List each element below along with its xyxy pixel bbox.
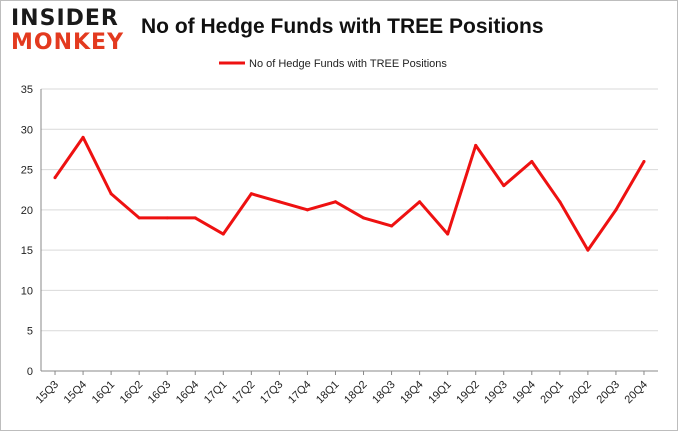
- x-tick-label-16Q4: 16Q4: [174, 379, 202, 407]
- y-tick-label-20: 20: [21, 205, 33, 217]
- x-tick-label-15Q3: 15Q3: [34, 379, 62, 407]
- data-point-17Q1: [221, 232, 225, 236]
- x-tick-label-19Q3: 19Q3: [482, 379, 510, 407]
- data-point-17Q2: [249, 192, 253, 196]
- series-line-0: [53, 135, 646, 252]
- x-tick-label-17Q3: 17Q3: [258, 379, 286, 407]
- x-tick-label-17Q1: 17Q1: [202, 379, 230, 407]
- series-layer: [53, 135, 646, 252]
- logo-line-2: MONKEY: [11, 30, 125, 55]
- x-tick-label-17Q4: 17Q4: [286, 379, 314, 407]
- x-tick-labels: 15Q3 15Q4 16Q1 16Q2 16Q3 16Q4 17Q1 17Q2 17Q3 17Q4…: [34, 379, 650, 407]
- y-tick-label-25: 25: [21, 165, 33, 177]
- data-point-19Q2: [474, 143, 478, 147]
- logo-line-1: INSIDER: [11, 6, 119, 31]
- y-tick-label-30: 30: [21, 124, 33, 136]
- x-tick-label-16Q1: 16Q1: [90, 379, 118, 407]
- data-point-16Q2: [137, 216, 141, 220]
- x-tick-label-20Q1: 20Q1: [538, 379, 566, 407]
- data-point-18Q4: [418, 200, 422, 204]
- data-point-19Q3: [502, 184, 506, 188]
- x-tick-label-16Q3: 16Q3: [146, 379, 174, 407]
- x-tick-label-17Q2: 17Q2: [230, 379, 258, 407]
- y-tick-label-5: 5: [27, 326, 33, 338]
- x-tick-label-18Q3: 18Q3: [370, 379, 398, 407]
- data-point-20Q4: [642, 160, 646, 164]
- y-tick-labels: 0 5 10 15 20 25 30 35: [21, 84, 33, 378]
- data-point-18Q2: [362, 216, 366, 220]
- data-point-20Q2: [586, 248, 590, 252]
- data-point-16Q4: [193, 216, 197, 220]
- data-point-20Q1: [558, 200, 562, 204]
- data-point-19Q4: [530, 160, 534, 164]
- data-point-18Q3: [390, 224, 394, 228]
- y-tick-label-0: 0: [27, 366, 33, 378]
- data-point-17Q4: [305, 208, 309, 212]
- x-tick-label-19Q4: 19Q4: [510, 379, 538, 407]
- y-tick-label-10: 10: [21, 285, 33, 297]
- data-point-15Q4: [81, 135, 85, 139]
- data-point-20Q3: [614, 208, 618, 212]
- x-tick-label-15Q4: 15Q4: [62, 379, 90, 407]
- axes: [40, 89, 658, 375]
- data-point-18Q1: [333, 200, 337, 204]
- x-tick-label-18Q1: 18Q1: [314, 379, 342, 407]
- legend: No of Hedge Funds with TREE Positions: [219, 58, 447, 70]
- data-point-17Q3: [277, 200, 281, 204]
- x-tick-label-20Q3: 20Q3: [595, 379, 623, 407]
- x-tick-label-19Q1: 19Q1: [426, 379, 454, 407]
- y-tick-label-15: 15: [21, 245, 33, 257]
- data-point-19Q1: [446, 232, 450, 236]
- x-tick-label-16Q2: 16Q2: [118, 379, 146, 407]
- x-tick-label-18Q2: 18Q2: [342, 379, 370, 407]
- x-tick-label-18Q4: 18Q4: [398, 379, 426, 407]
- chart-title: No of Hedge Funds with TREE Positions: [141, 15, 544, 38]
- insider-monkey-logo: INSIDER MONKEY: [11, 7, 129, 55]
- y-tick-label-35: 35: [21, 84, 33, 96]
- x-tick-label-20Q4: 20Q4: [623, 379, 651, 407]
- legend-label: No of Hedge Funds with TREE Positions: [249, 58, 447, 70]
- x-tick-label-19Q2: 19Q2: [454, 379, 482, 407]
- data-point-16Q1: [109, 192, 113, 196]
- x-tick-label-20Q2: 20Q2: [566, 379, 594, 407]
- data-point-16Q3: [165, 216, 169, 220]
- data-point-15Q3: [53, 176, 57, 180]
